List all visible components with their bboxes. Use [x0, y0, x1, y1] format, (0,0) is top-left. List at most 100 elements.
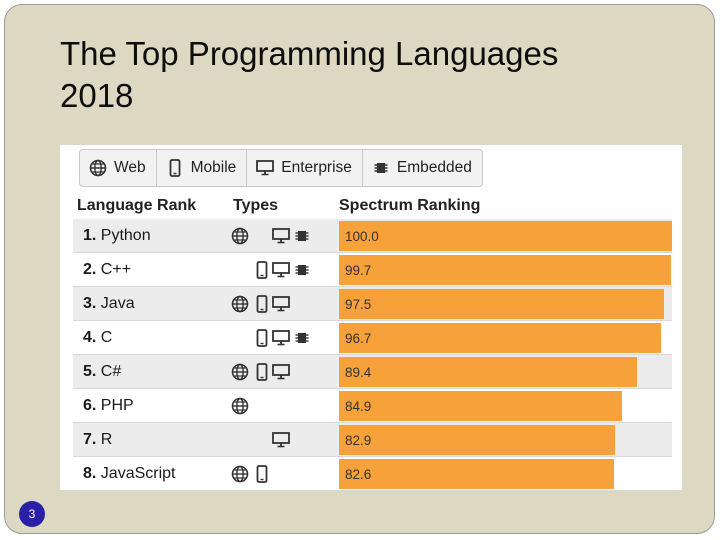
bar	[339, 357, 637, 387]
tab-enterprise-label: Enterprise	[281, 159, 352, 176]
phone-icon	[252, 328, 272, 348]
language-rank-label: 2. C++	[83, 253, 131, 287]
language-rank-label: 1. Python	[83, 219, 151, 253]
phone-icon	[252, 362, 272, 382]
globe-icon	[230, 464, 250, 484]
language-name: C	[96, 329, 113, 346]
table-row: 3. Java 97.5	[73, 287, 672, 321]
row-divider	[73, 422, 672, 423]
tab-mobile-label: Mobile	[190, 159, 237, 176]
bar-value-label: 82.9	[345, 433, 372, 448]
language-types	[230, 430, 330, 450]
language-rank-label: 4. C	[83, 321, 112, 355]
monitor-icon	[271, 294, 291, 314]
language-rank-label: 8. JavaScript	[83, 457, 175, 491]
tab-web[interactable]: Web	[80, 150, 157, 186]
tab-embedded[interactable]: Embedded	[363, 150, 482, 186]
tab-mobile[interactable]: Mobile	[157, 150, 248, 186]
bar-value-label: 82.6	[345, 467, 372, 482]
phone-icon	[165, 159, 185, 177]
chip-icon	[371, 159, 391, 177]
type-filter-tabs: Web Mobile Enterprise Embedded	[79, 149, 483, 187]
language-rank-label: 5. C#	[83, 355, 121, 389]
language-rank-label: 3. Java	[83, 287, 135, 321]
rank-number: 3.	[83, 295, 97, 312]
row-divider	[73, 252, 672, 253]
language-types	[230, 260, 330, 280]
monitor-icon	[271, 328, 291, 348]
chip-icon	[292, 328, 312, 348]
slide: The Top Programming Languages 2018 Web M…	[4, 4, 715, 534]
bar	[339, 221, 672, 251]
tab-enterprise[interactable]: Enterprise	[247, 150, 363, 186]
bar	[339, 289, 664, 319]
header-spectrum-ranking: Spectrum Ranking	[339, 197, 481, 214]
table-row: 7. R 82.9	[73, 423, 672, 457]
phone-icon	[252, 294, 272, 314]
language-name: C++	[96, 261, 132, 278]
bar-value-label: 100.0	[345, 229, 379, 244]
table-row: 8. JavaScript 82.6	[73, 457, 672, 491]
bar-value-label: 97.5	[345, 297, 372, 312]
row-divider	[73, 354, 672, 355]
language-name: Java	[96, 295, 135, 312]
monitor-icon	[271, 430, 291, 450]
chip-icon	[292, 260, 312, 280]
bar	[339, 255, 671, 285]
row-divider	[73, 490, 672, 491]
language-name: Python	[96, 227, 151, 244]
language-name: PHP	[96, 397, 134, 414]
globe-icon	[230, 226, 250, 246]
rank-number: 5.	[83, 363, 97, 380]
tab-web-label: Web	[114, 159, 146, 176]
monitor-icon	[255, 159, 275, 177]
language-types	[230, 226, 330, 246]
page-number-badge: 3	[19, 501, 45, 527]
language-name: C#	[96, 363, 122, 380]
table-row: 4. C 96.7	[73, 321, 672, 355]
table-row: 6. PHP 84.9	[73, 389, 672, 423]
monitor-icon	[271, 362, 291, 382]
globe-icon	[230, 294, 250, 314]
row-divider	[73, 456, 672, 457]
slide-title-line2: 2018	[60, 77, 134, 114]
rank-number: 6.	[83, 397, 97, 414]
bar-value-label: 99.7	[345, 263, 372, 278]
chip-icon	[292, 226, 312, 246]
bar-value-label: 84.9	[345, 399, 372, 414]
phone-icon	[252, 464, 272, 484]
rank-number: 2.	[83, 261, 97, 278]
header-types: Types	[233, 197, 279, 214]
globe-icon	[230, 396, 250, 416]
slide-title: The Top Programming Languages 2018	[60, 33, 558, 117]
header-language-rank: Language Rank	[77, 197, 197, 214]
language-types	[230, 396, 330, 416]
language-types	[230, 362, 330, 382]
bar-value-label: 96.7	[345, 331, 372, 346]
rank-number: 4.	[83, 329, 97, 346]
bar	[339, 391, 622, 421]
table-row: 1. Python 100.0	[73, 219, 672, 253]
row-divider	[73, 286, 672, 287]
language-types	[230, 294, 330, 314]
language-types	[230, 328, 330, 348]
rank-number: 8.	[83, 465, 97, 482]
language-rank-label: 6. PHP	[83, 389, 134, 423]
table-row: 2. C++ 99.7	[73, 253, 672, 287]
monitor-icon	[271, 260, 291, 280]
row-divider	[73, 320, 672, 321]
row-divider	[73, 388, 672, 389]
rank-number: 7.	[83, 431, 97, 448]
table-row: 5. C# 89.4	[73, 355, 672, 389]
language-name: R	[96, 431, 113, 448]
bar	[339, 425, 616, 455]
language-types	[230, 464, 330, 484]
language-name: JavaScript	[96, 465, 176, 482]
language-rank-label: 7. R	[83, 423, 112, 457]
phone-icon	[252, 260, 272, 280]
bar-value-label: 89.4	[345, 365, 372, 380]
slide-title-line1: The Top Programming Languages	[60, 35, 559, 72]
bar	[339, 323, 661, 353]
globe-icon	[230, 362, 250, 382]
monitor-icon	[271, 226, 291, 246]
